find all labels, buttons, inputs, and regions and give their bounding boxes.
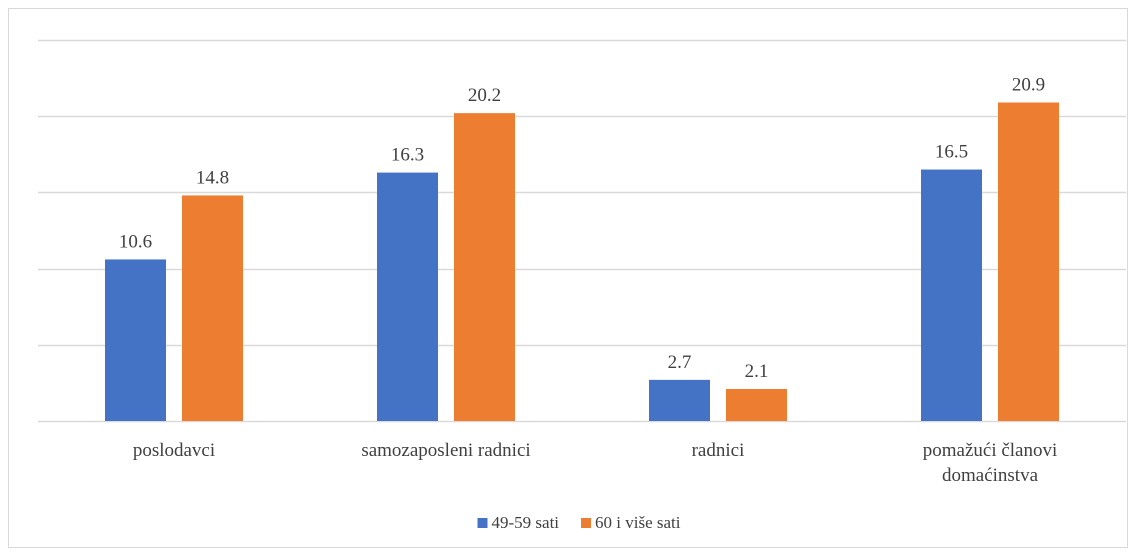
data-label: 2.1 [745,361,769,382]
category-label: domaćinstva [942,465,1039,486]
category-axis: poslodavci samozaposleni radnici radnici po… [133,440,1057,486]
legend-label: 60 i više sati [595,513,681,532]
bar-series2 [182,195,243,421]
data-label: 16.3 [391,145,424,166]
category-label: radnici [692,440,745,461]
data-label: 2.7 [668,352,692,373]
data-label: 14.8 [196,167,229,188]
bars [105,102,1059,421]
category-label: pomažući članovi [923,440,1058,461]
legend-swatch [581,518,592,528]
legend-label: 49-59 sati [492,513,560,532]
legend-swatch [477,518,488,528]
bar-series1 [377,172,438,421]
bar-series2 [726,388,787,421]
data-label: 16.5 [935,142,968,163]
bar-series2 [998,102,1059,421]
bar-series1 [105,259,166,421]
bar-series2 [454,113,515,421]
category-label: samozaposleni radnici [361,440,530,461]
bar-series1 [921,169,982,421]
data-label: 20.2 [468,85,501,106]
legend: 49-59 sati 60 i više sati [477,513,681,532]
category-label: poslodavci [133,440,215,461]
bar-series1 [649,379,710,421]
data-label: 20.9 [1012,74,1045,95]
data-labels: 10.6 14.8 16.3 20.2 2.7 2.1 16.5 20.9 [119,74,1045,382]
data-label: 10.6 [119,231,152,252]
